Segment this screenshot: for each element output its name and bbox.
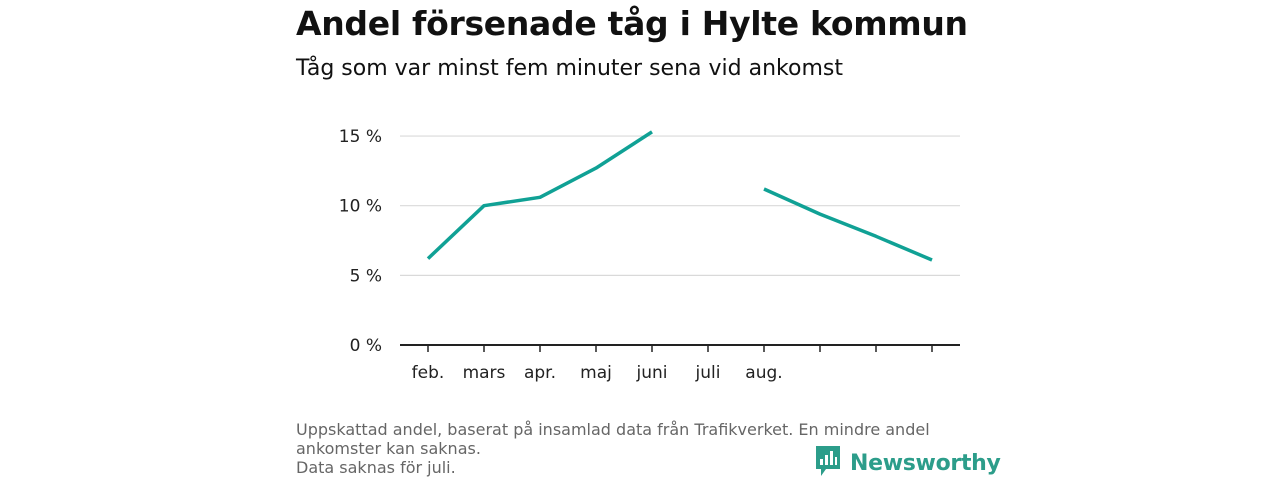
chart-subtitle: Tåg som var minst fem minuter sena vid a…: [296, 56, 843, 81]
brand-logo: Newsworthy: [814, 446, 1001, 480]
series-line: [426, 130, 653, 260]
y-tick-label: 5 %: [350, 266, 382, 286]
brand-name: Newsworthy: [850, 450, 1001, 476]
newsworthy-logo-icon: [814, 444, 842, 482]
x-tick-label: feb.: [412, 363, 445, 383]
y-axis-labels: 0 % 5 % 10 % 15 %: [339, 127, 382, 356]
chart-title: Andel försenade tåg i Hylte kommun: [296, 4, 968, 43]
y-tick-label: 0 %: [350, 336, 382, 356]
data-series: [426, 130, 933, 262]
source-note: Uppskattad andel, baserat på insamlad da…: [296, 420, 986, 477]
source-note-line-1: Uppskattad andel, baserat på insamlad da…: [296, 420, 930, 439]
x-tick-label: aug.: [745, 363, 782, 383]
y-tick-label: 10 %: [339, 197, 382, 217]
x-tick-label: juni: [636, 363, 668, 383]
source-note-line-3: Data saknas för juli.: [296, 458, 456, 477]
x-axis-labels: feb. mars apr. maj juni juli aug.: [412, 363, 783, 383]
x-tick-label: maj: [580, 363, 612, 383]
series-line: [763, 187, 933, 262]
x-tick-label: mars: [463, 363, 506, 383]
x-axis: [400, 344, 960, 352]
chart-container: Andel försenade tåg i Hylte kommun Tåg s…: [296, 0, 1001, 480]
source-note-line-2: ankomster kan saknas.: [296, 439, 481, 458]
y-tick-label: 15 %: [339, 127, 382, 147]
line-chart: 0 % 5 % 10 % 15 % feb. mars apr. maj juni juli au…: [339, 127, 960, 383]
x-tick-label: juli: [695, 363, 721, 383]
x-tick-label: apr.: [524, 363, 556, 383]
